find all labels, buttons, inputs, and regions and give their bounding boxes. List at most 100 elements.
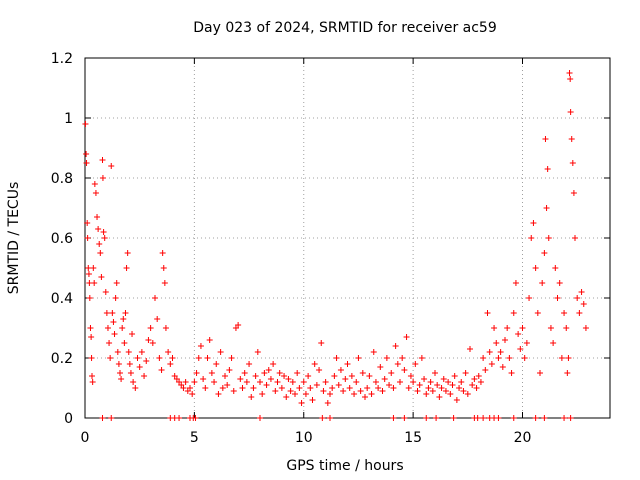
data-point <box>353 379 360 385</box>
y-tick-label: 1 <box>64 111 73 127</box>
data-point <box>329 385 336 391</box>
data-point <box>100 229 107 235</box>
data-point <box>102 289 109 295</box>
data-point <box>197 343 204 349</box>
data-point <box>169 355 176 361</box>
data-point <box>390 415 397 421</box>
data-point <box>523 340 530 346</box>
data-point <box>451 373 458 379</box>
data-point <box>319 415 326 421</box>
data-point <box>379 388 386 394</box>
data-point <box>521 355 528 361</box>
data-point <box>366 373 373 379</box>
data-point <box>370 349 377 355</box>
data-point <box>484 310 491 316</box>
data-point <box>230 388 237 394</box>
data-point <box>130 379 137 385</box>
data-point <box>158 367 165 373</box>
data-point <box>289 379 296 385</box>
data-point <box>250 385 257 391</box>
y-tick-label: 0 <box>64 411 73 427</box>
data-point <box>257 379 263 385</box>
data-point <box>187 385 193 391</box>
data-point <box>224 382 231 388</box>
data-point <box>433 415 440 421</box>
y-axis-label: SRMTID / TECUs <box>6 182 22 295</box>
data-point <box>372 379 379 385</box>
data-point <box>292 391 298 397</box>
data-point <box>504 325 511 331</box>
data-point <box>541 250 548 256</box>
data-point <box>316 367 323 373</box>
data-point <box>85 265 92 271</box>
data-point <box>98 274 105 280</box>
data-point <box>276 370 283 376</box>
data-point <box>364 385 371 391</box>
data-point <box>331 373 338 379</box>
data-point <box>167 361 174 367</box>
data-point <box>561 415 568 421</box>
data-point <box>200 376 207 382</box>
data-point <box>445 379 452 385</box>
data-point <box>138 349 145 355</box>
data-point <box>423 391 430 397</box>
data-point <box>539 280 546 286</box>
data-point <box>95 226 102 232</box>
data-point <box>517 346 524 352</box>
data-point <box>86 295 93 301</box>
data-point <box>91 280 98 286</box>
x-tick-label: 20 <box>514 430 532 446</box>
data-point <box>85 271 92 277</box>
data-point <box>401 415 408 421</box>
data-point <box>497 349 504 355</box>
data-point <box>287 388 294 394</box>
data-point <box>368 391 375 397</box>
data-point <box>567 415 574 421</box>
data-point <box>189 391 196 397</box>
data-point <box>493 340 500 346</box>
data-point <box>333 355 340 361</box>
data-point <box>473 385 480 391</box>
data-point <box>388 370 395 376</box>
data-point <box>298 400 305 406</box>
data-point <box>429 388 436 394</box>
data-point <box>213 361 220 367</box>
data-point <box>403 334 410 340</box>
data-point <box>477 379 484 385</box>
data-point <box>108 415 115 421</box>
data-point <box>176 415 183 421</box>
data-point <box>447 391 454 397</box>
data-point <box>87 325 94 331</box>
data-point <box>510 415 517 421</box>
data-point <box>129 331 136 337</box>
data-point <box>97 250 104 256</box>
data-point <box>544 166 551 172</box>
data-point <box>545 235 552 241</box>
data-point <box>226 367 233 373</box>
data-point <box>118 376 125 382</box>
data-point <box>159 250 166 256</box>
data-point <box>160 265 167 271</box>
data-point <box>561 310 568 316</box>
data-point <box>556 280 563 286</box>
data-point <box>92 190 99 196</box>
data-point <box>519 325 526 331</box>
data-point <box>145 337 152 343</box>
data-point <box>228 355 235 361</box>
data-points <box>82 70 589 421</box>
data-point <box>355 355 362 361</box>
y-tick-label: 0.2 <box>51 351 73 367</box>
data-point <box>89 379 96 385</box>
data-point <box>219 385 226 391</box>
data-point <box>320 388 327 394</box>
data-point <box>237 376 244 382</box>
data-point <box>123 265 130 271</box>
data-point <box>578 289 585 295</box>
data-point <box>458 379 465 385</box>
data-point <box>193 370 200 376</box>
data-point <box>568 136 575 142</box>
data-point <box>342 376 349 382</box>
data-point <box>108 163 115 169</box>
data-point <box>182 379 189 385</box>
data-point <box>449 382 456 388</box>
